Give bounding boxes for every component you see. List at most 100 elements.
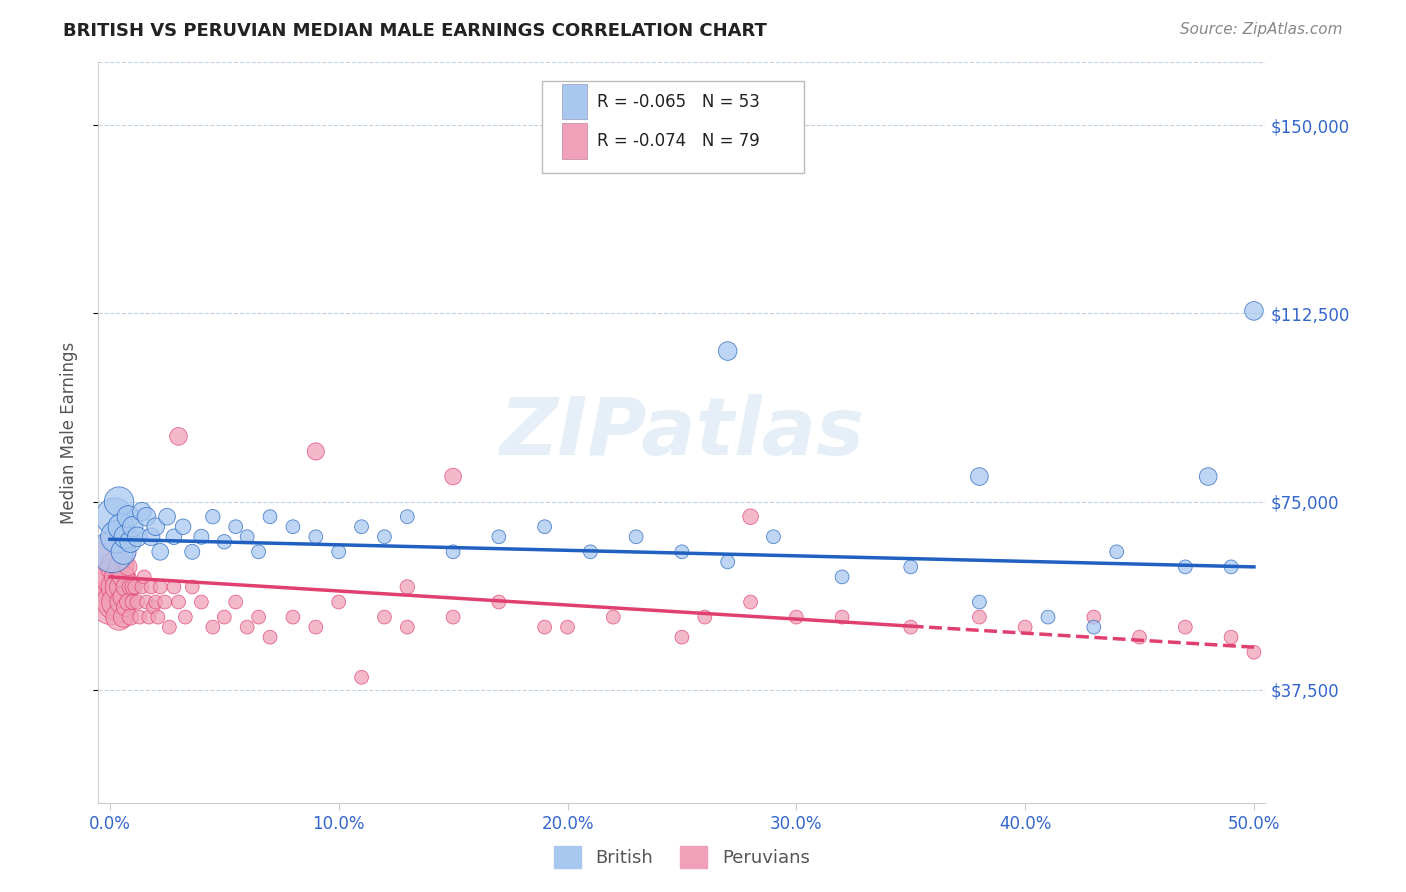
- Point: [167, 429, 190, 443]
- Point: [190, 530, 212, 544]
- Point: [110, 580, 132, 594]
- Point: [181, 580, 204, 594]
- Point: [105, 580, 128, 594]
- Point: [1128, 630, 1150, 644]
- Point: [671, 630, 693, 644]
- Point: [201, 509, 224, 524]
- Point: [396, 580, 419, 594]
- Point: [163, 580, 186, 594]
- Point: [1243, 645, 1265, 659]
- Point: [259, 630, 281, 644]
- Point: [624, 530, 647, 544]
- Text: R = -0.074   N = 79: R = -0.074 N = 79: [596, 132, 759, 150]
- Point: [900, 560, 922, 574]
- Point: [1174, 560, 1197, 574]
- Point: [488, 595, 510, 609]
- Point: [557, 620, 579, 634]
- Point: [117, 560, 139, 574]
- Point: [762, 530, 785, 544]
- Point: [117, 595, 139, 609]
- Point: [247, 610, 270, 624]
- Point: [131, 505, 153, 519]
- Point: [305, 620, 328, 634]
- Point: [167, 595, 190, 609]
- Point: [139, 580, 162, 594]
- Point: [110, 560, 132, 574]
- Point: [441, 610, 464, 624]
- Point: [120, 534, 142, 549]
- Point: [120, 610, 142, 624]
- Text: ZIPatlas: ZIPatlas: [499, 393, 865, 472]
- Point: [138, 610, 160, 624]
- Point: [396, 509, 419, 524]
- Point: [533, 620, 555, 634]
- Point: [115, 530, 138, 544]
- Point: [101, 545, 124, 559]
- Point: [105, 560, 128, 574]
- Point: [117, 509, 139, 524]
- Point: [350, 520, 373, 534]
- Point: [181, 545, 204, 559]
- Point: [693, 610, 716, 624]
- Point: [225, 595, 247, 609]
- Point: [1083, 610, 1105, 624]
- FancyBboxPatch shape: [541, 81, 804, 173]
- Point: [671, 545, 693, 559]
- Point: [156, 509, 179, 524]
- Point: [190, 595, 212, 609]
- Point: [717, 344, 740, 359]
- Point: [214, 534, 236, 549]
- Point: [281, 520, 304, 534]
- Point: [103, 595, 125, 609]
- Point: [135, 509, 157, 524]
- Point: [396, 620, 419, 634]
- Point: [108, 580, 131, 594]
- Point: [785, 610, 807, 624]
- Point: [1220, 630, 1243, 644]
- Point: [153, 595, 176, 609]
- Point: [134, 570, 156, 584]
- Point: [305, 530, 328, 544]
- Point: [105, 530, 128, 544]
- Point: [259, 509, 281, 524]
- Point: [110, 520, 132, 534]
- Point: [108, 570, 131, 584]
- Point: [135, 595, 157, 609]
- Point: [328, 545, 350, 559]
- Point: [115, 600, 138, 615]
- Point: [236, 530, 259, 544]
- Y-axis label: Median Male Earnings: Median Male Earnings: [59, 342, 77, 524]
- Point: [1243, 304, 1265, 318]
- Point: [139, 530, 162, 544]
- Point: [1174, 620, 1197, 634]
- Point: [146, 610, 169, 624]
- Point: [1197, 469, 1219, 483]
- Point: [328, 595, 350, 609]
- Point: [1036, 610, 1059, 624]
- Point: [124, 580, 146, 594]
- Text: Source: ZipAtlas.com: Source: ZipAtlas.com: [1180, 22, 1343, 37]
- Point: [131, 580, 153, 594]
- Point: [149, 580, 172, 594]
- Point: [900, 620, 922, 634]
- Point: [281, 610, 304, 624]
- Point: [127, 595, 149, 609]
- Point: [101, 580, 124, 594]
- Point: [488, 530, 510, 544]
- Text: BRITISH VS PERUVIAN MEDIAN MALE EARNINGS CORRELATION CHART: BRITISH VS PERUVIAN MEDIAN MALE EARNINGS…: [63, 22, 768, 40]
- Point: [103, 570, 125, 584]
- Point: [225, 520, 247, 534]
- Point: [1083, 620, 1105, 634]
- Point: [717, 555, 740, 569]
- Point: [112, 570, 135, 584]
- Point: [969, 610, 991, 624]
- Point: [103, 545, 125, 559]
- FancyBboxPatch shape: [562, 123, 588, 159]
- Point: [112, 545, 135, 559]
- Point: [110, 595, 132, 609]
- Point: [121, 580, 143, 594]
- Point: [441, 469, 464, 483]
- Text: R = -0.065   N = 53: R = -0.065 N = 53: [596, 93, 759, 111]
- Point: [103, 509, 125, 524]
- Point: [108, 494, 131, 508]
